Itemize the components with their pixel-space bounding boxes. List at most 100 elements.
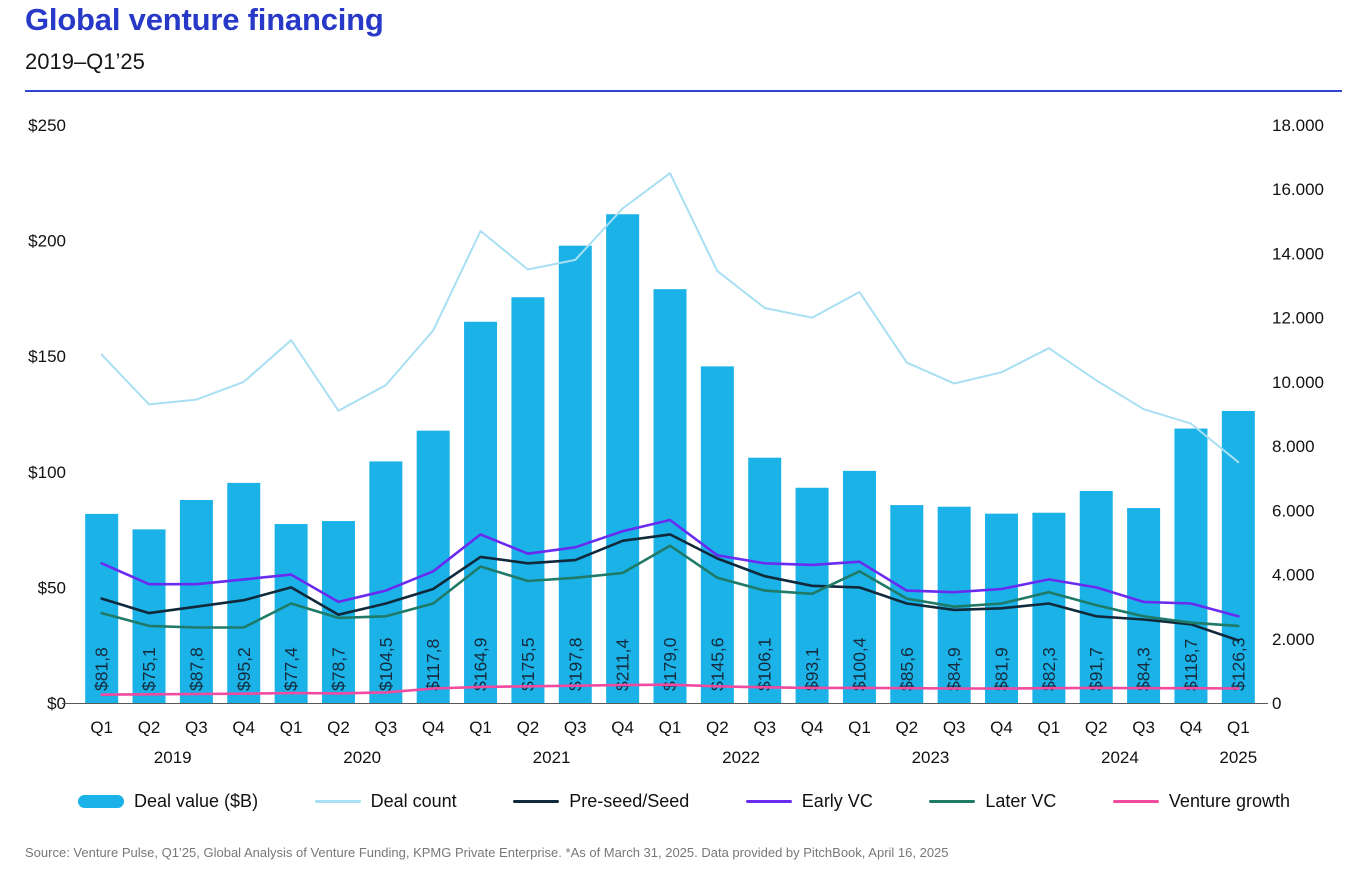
series-line-pre-seed	[100, 533, 1240, 642]
legend-label: Venture growth	[1168, 790, 1290, 811]
left-axis-tick: $200	[28, 232, 66, 251]
quarter-label: Q3	[564, 718, 587, 737]
bar-value-label: $77,4	[281, 647, 301, 691]
quarter-label: Q4	[232, 718, 255, 737]
deal-value-bar	[700, 366, 734, 703]
series-line-deal-count	[100, 172, 1240, 464]
year-label: 2019	[154, 748, 192, 767]
series-line-early-vc	[100, 518, 1240, 618]
left-axis-tick: $50	[38, 578, 66, 597]
venture-financing-chart: $250 $200 $150 $100 $50 $0 18.000 16.000 14.000 1…	[28, 116, 1324, 767]
left-axis-tick: $0	[47, 694, 66, 713]
deal-value-bar	[85, 513, 119, 703]
legend-label: Pre-seed/Seed	[569, 790, 690, 811]
deal-value-bar	[227, 482, 261, 703]
legend-item: Pre-seed/Seed	[513, 791, 689, 812]
legend-label: Later VC	[985, 790, 1057, 811]
bar-value-label: $84,9	[944, 647, 964, 691]
legend-item: Early VC	[745, 791, 873, 812]
year-label: 2024	[1101, 748, 1139, 767]
bar-value-label: $106,1	[755, 637, 775, 691]
quarter-label: Q2	[706, 718, 729, 737]
right-axis-tick: 0	[1272, 694, 1281, 713]
quarter-label: Q4	[801, 718, 824, 737]
deal-value-bar	[274, 524, 308, 703]
page-subtitle: 2019–Q1’25	[25, 49, 145, 74]
quarter-label: Q1	[1038, 718, 1061, 737]
deal-value-bar	[132, 529, 166, 703]
bar-value-label: $81,8	[92, 647, 112, 691]
deal-value-bar	[1079, 490, 1113, 703]
page-title: Global venture financing	[25, 2, 384, 37]
right-axis-tick: 8.000	[1272, 437, 1315, 456]
deal-value-bar	[653, 289, 687, 703]
chart-legend: Deal value ($B) Deal count Pre-seed/Seed Ea…	[78, 786, 1290, 816]
right-axis-tick: 14.000	[1272, 244, 1324, 263]
quarter-label: Q1	[1227, 718, 1250, 737]
bar-value-label: $164,9	[471, 637, 491, 691]
deal-value-bar	[1174, 428, 1208, 703]
legend-label: Deal value ($B)	[134, 790, 259, 811]
legend-item: Venture growth	[1112, 790, 1290, 812]
deal-value-bar	[558, 245, 592, 703]
deal-value-bar	[179, 500, 213, 703]
quarter-label: Q2	[327, 718, 350, 737]
deal-value-bar	[511, 297, 545, 703]
bar-value-label: $118,7	[1181, 639, 1201, 691]
right-axis-tick: 18.000	[1272, 116, 1324, 135]
left-axis-tick: $250	[28, 116, 66, 135]
left-axis-tick: $100	[28, 463, 66, 482]
bar-value-label: $100,4	[849, 637, 869, 691]
quarter-label: Q4	[1180, 718, 1203, 737]
deal-value-bar	[416, 430, 450, 703]
legend-swatch-deal-count	[314, 799, 361, 803]
quarter-label: Q3	[374, 718, 397, 737]
right-axis-tick: 10.000	[1272, 373, 1324, 392]
bar-value-label: $93,1	[802, 647, 822, 691]
right-axis-tick: 12.000	[1272, 309, 1324, 328]
quarter-label: Q4	[422, 718, 445, 737]
right-axis-tick: 4.000	[1272, 566, 1315, 585]
series-line-later-vc	[100, 544, 1240, 629]
quarter-label: Q1	[90, 718, 113, 737]
quarter-label: Q2	[1085, 718, 1108, 737]
legend-item: Deal value ($B)	[78, 791, 258, 812]
year-label: 2025	[1219, 748, 1257, 767]
year-label: 2022	[722, 748, 760, 767]
quarter-label: Q3	[1132, 718, 1155, 737]
series-line-venture-growth	[100, 683, 1240, 697]
bar-value-label: $95,2	[234, 647, 254, 691]
bar-value-label: $175,5	[518, 637, 538, 691]
bar-value-label: $78,7	[328, 647, 348, 691]
quarter-label: Q2	[895, 718, 918, 737]
deal-value-bar	[369, 461, 403, 703]
bar-value-label: $75,1	[139, 647, 159, 691]
bar-value-label: $87,8	[186, 647, 206, 691]
bar-value-label: $91,7	[1086, 647, 1106, 691]
quarter-label: Q2	[138, 718, 161, 737]
deal-value-bar	[1032, 512, 1066, 703]
legend-item: Deal count	[314, 790, 457, 812]
year-label: 2021	[533, 748, 571, 767]
legend-swatch-early-vc	[745, 799, 792, 803]
quarter-label: Q4	[611, 718, 634, 737]
quarter-label: Q3	[943, 718, 966, 737]
year-label: 2020	[343, 748, 381, 767]
legend-swatch-pre-seed	[513, 799, 560, 803]
deal-value-bar	[748, 457, 782, 703]
quarter-label: Q3	[753, 718, 776, 737]
header-divider	[25, 90, 1342, 92]
legend-item: Later VC	[929, 791, 1056, 812]
legend-label: Deal count	[370, 790, 457, 811]
bar-value-label: $197,8	[565, 637, 585, 691]
quarter-label: Q1	[280, 718, 303, 737]
bar-value-label: $82,3	[1039, 647, 1059, 691]
quarter-label: Q1	[848, 718, 871, 737]
left-axis-tick: $150	[28, 347, 66, 366]
deal-value-bar	[464, 321, 498, 703]
quarter-label: Q1	[659, 718, 682, 737]
right-axis-tick: 16.000	[1272, 180, 1324, 199]
bar-value-label: $211,4	[613, 639, 633, 691]
legend-swatch-bar	[78, 794, 124, 808]
bar-value-label: $84,3	[1134, 647, 1154, 691]
